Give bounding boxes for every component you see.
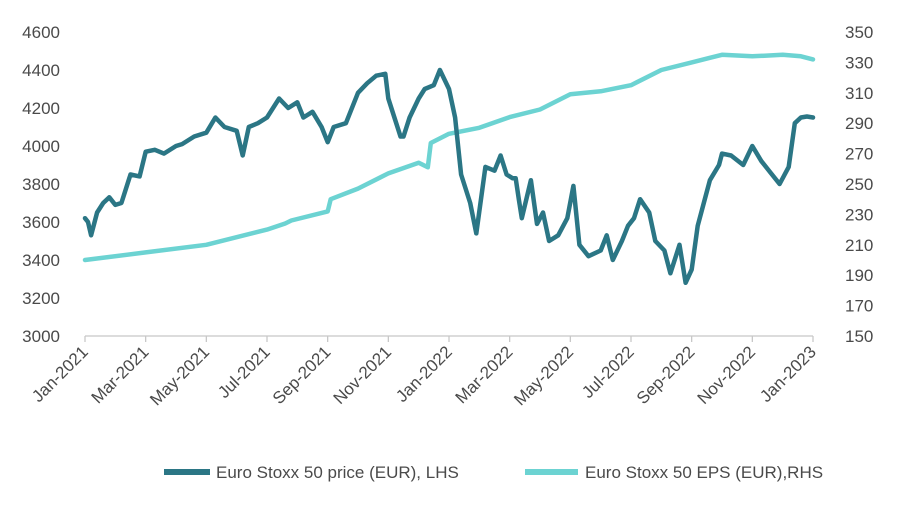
series-line-eps <box>82 52 816 263</box>
series-layer <box>82 52 816 286</box>
y-right-tick-label: 270 <box>845 145 873 164</box>
y-right-tick-label: 350 <box>845 23 873 42</box>
x-tick-label: Jan-2022 <box>392 342 456 406</box>
x-tick-label: May-2021 <box>146 342 213 409</box>
x-tick-label: Mar-2022 <box>452 342 517 407</box>
x-tick-label: Jul-2022 <box>578 342 638 402</box>
x-tick-label: Sep-2022 <box>633 342 699 408</box>
x-tick-label: May-2022 <box>510 342 577 409</box>
y-left-tick-label: 3600 <box>22 213 60 232</box>
y-left-tick-label: 3400 <box>22 251 60 270</box>
y-left-tick-label: 4400 <box>22 61 60 80</box>
x-tick-label: Nov-2022 <box>694 342 760 408</box>
y-left-tick-label: 4600 <box>22 23 60 42</box>
y-right-tick-label: 170 <box>845 297 873 316</box>
legend: Euro Stoxx 50 price (EUR), LHS Euro Stox… <box>164 463 823 482</box>
x-tick-label: Jul-2021 <box>214 342 274 402</box>
y-right-tick-label: 310 <box>845 84 873 103</box>
series-line-price <box>82 67 816 286</box>
x-tick-label: Jan-2021 <box>28 342 92 406</box>
x-tick-label: Mar-2021 <box>88 342 153 407</box>
y-axis-right: 150 170 190 210 230 250 270 290 310 330 350 <box>845 23 873 346</box>
y-right-tick-label: 250 <box>845 175 873 194</box>
y-right-tick-label: 230 <box>845 205 873 224</box>
y-left-tick-label: 3000 <box>22 327 60 346</box>
legend-label-price: Euro Stoxx 50 price (EUR), LHS <box>216 463 459 482</box>
legend-label-eps: Euro Stoxx 50 EPS (EUR),RHS <box>585 463 823 482</box>
y-right-tick-label: 190 <box>845 266 873 285</box>
x-tick-label: Sep-2021 <box>269 342 335 408</box>
y-right-tick-label: 290 <box>845 114 873 133</box>
y-left-tick-label: 4200 <box>22 99 60 118</box>
y-axis-left: 3000 3200 3400 3600 3800 4000 4200 4400 4600 <box>22 23 60 346</box>
y-left-tick-label: 3200 <box>22 289 60 308</box>
y-right-tick-label: 330 <box>845 53 873 72</box>
x-tick-label: Jan-2023 <box>756 342 820 406</box>
y-right-tick-label: 150 <box>845 327 873 346</box>
y-left-tick-label: 4000 <box>22 137 60 156</box>
y-left-tick-label: 3800 <box>22 175 60 194</box>
x-tick-label: Nov-2021 <box>330 342 396 408</box>
y-right-tick-label: 210 <box>845 236 873 255</box>
